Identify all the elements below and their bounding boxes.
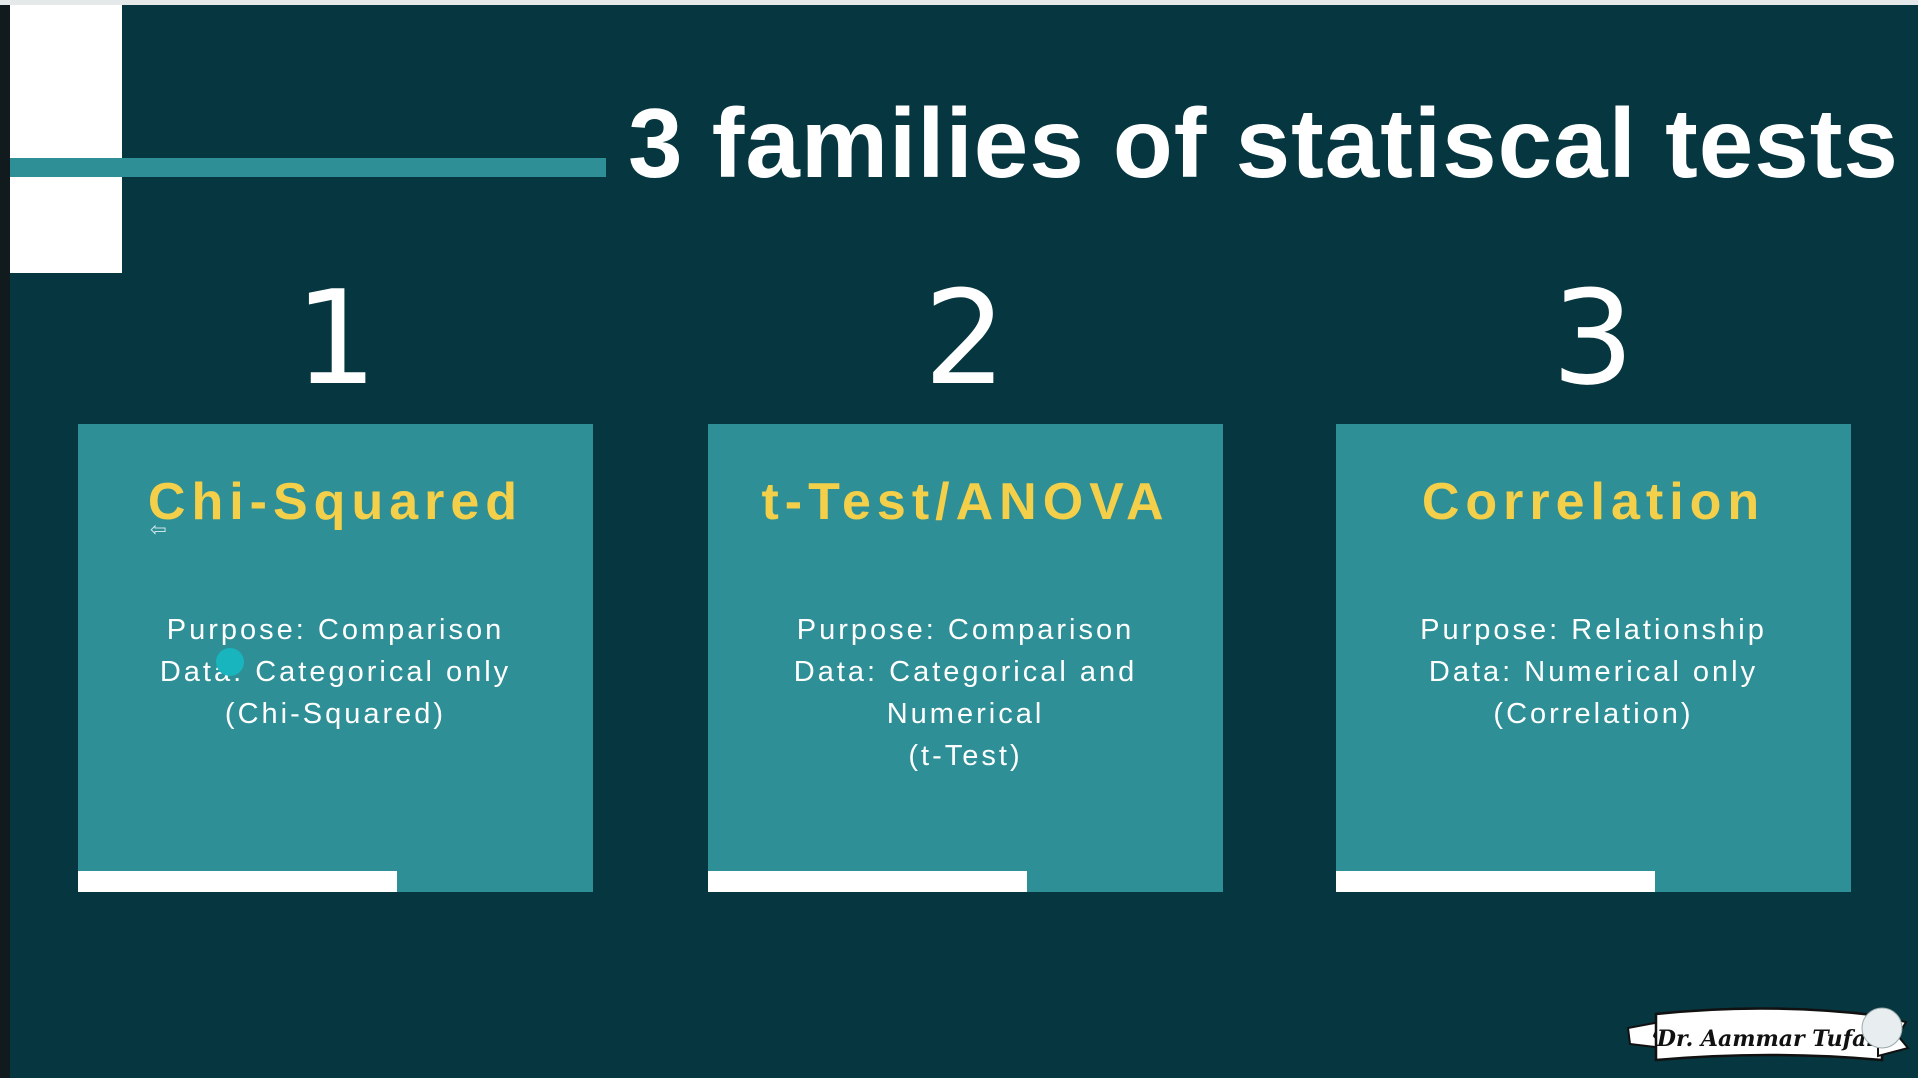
svg-text:Dr. Aammar Tufail: Dr. Aammar Tufail <box>1656 1026 1883 1052</box>
card-description: Purpose: Comparison Data: Categorical an… <box>708 609 1223 777</box>
card-description: Purpose: Comparison Data: Categorical on… <box>78 609 593 735</box>
family-number-1: 1 <box>294 262 378 414</box>
card-line: Data: Categorical only <box>159 656 512 688</box>
card-heading: t-Test/ANOVA <box>761 473 1170 531</box>
family-number-3: 3 <box>1551 262 1635 414</box>
card-line: Purpose: Relationship <box>1420 614 1767 646</box>
family-number-2: 2 <box>923 262 1007 414</box>
pointer-arrow-icon: ⇦ <box>150 517 167 541</box>
family-card-correlation: Correlation Purpose: Relationship Data: … <box>1336 424 1851 892</box>
family-card-chi-squared: Chi-Squared Purpose: Comparison Data: Ca… <box>78 424 593 892</box>
card-line: Data: Categorical and <box>793 656 1138 688</box>
card-heading: Chi-Squared <box>147 473 524 531</box>
card-line: (Correlation) <box>1493 698 1694 730</box>
card-accent-bar <box>1336 871 1655 892</box>
card-description: Purpose: Relationship Data: Numerical on… <box>1336 609 1851 735</box>
decorative-accent-bar <box>10 158 606 177</box>
family-card-t-test-anova: t-Test/ANOVA Purpose: Comparison Data: C… <box>708 424 1223 892</box>
card-accent-bar <box>708 871 1027 892</box>
card-line: (t-Test) <box>908 740 1023 772</box>
signature-banner-logo: Dr. Aammar Tufail <box>1626 1007 1910 1062</box>
card-line: Data: Numerical only <box>1428 656 1759 688</box>
window-top-edge <box>0 0 1918 5</box>
slide-title: 3 families of statiscal tests <box>628 88 1899 198</box>
presentation-slide: 3 families of statiscal tests 1 2 3 Chi-… <box>10 5 1918 1078</box>
card-line: (Chi-Squared) <box>224 698 447 730</box>
card-line: Purpose: Comparison <box>796 614 1135 646</box>
cursor-dot-icon <box>216 648 244 676</box>
card-accent-bar <box>78 871 397 892</box>
card-heading: Correlation <box>1421 473 1766 531</box>
window-left-edge <box>0 5 10 1078</box>
card-line: Numerical <box>886 698 1045 730</box>
card-line: Purpose: Comparison <box>166 614 505 646</box>
decorative-white-block <box>10 5 122 273</box>
